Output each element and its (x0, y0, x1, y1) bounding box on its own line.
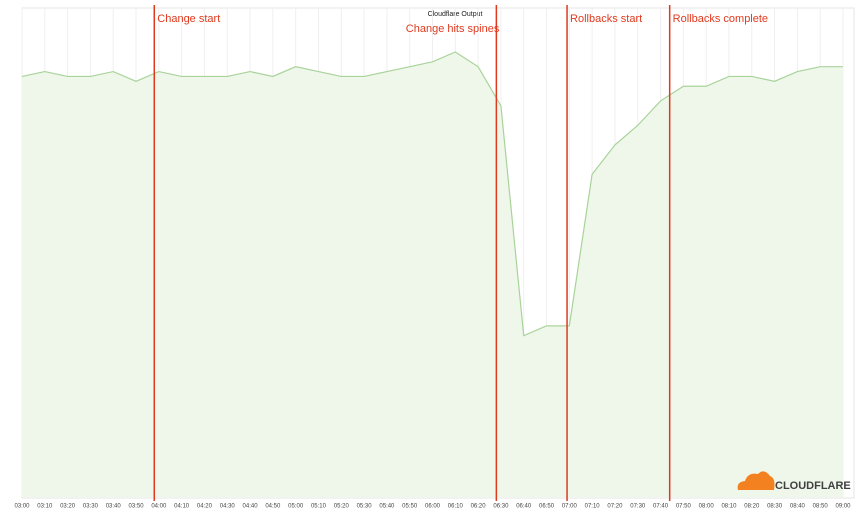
annotation-label: Change start (157, 13, 220, 25)
x-tick-label: 08:50 (813, 504, 829, 510)
x-tick-label: 07:30 (630, 504, 646, 510)
x-tick-label: 04:50 (265, 504, 281, 510)
x-tick-label: 05:30 (357, 504, 373, 510)
logo: CLOUDFLARE (737, 471, 851, 492)
x-tick-label: 06:50 (539, 504, 555, 510)
x-tick-label: 09:00 (835, 504, 851, 510)
x-tick-label: 08:20 (744, 504, 760, 510)
x-tick-label: 06:10 (448, 504, 464, 510)
x-tick-label: 06:40 (516, 504, 532, 510)
x-tick-label: 04:10 (174, 504, 190, 510)
logo-cloud (737, 471, 775, 490)
x-tick-label: 04:00 (151, 504, 167, 510)
x-tick-label: 05:50 (402, 504, 418, 510)
x-tick-label: 03:50 (129, 504, 145, 510)
x-tick-label: 07:40 (653, 504, 669, 510)
x-tick-label: 04:30 (220, 504, 236, 510)
x-tick-label: 05:20 (334, 504, 350, 510)
x-tick-label: 05:10 (311, 504, 327, 510)
x-tick-label: 06:00 (425, 504, 441, 510)
x-tick-label: 03:10 (37, 504, 53, 510)
x-tick-label: 08:30 (767, 504, 783, 510)
x-tick-label: 07:50 (676, 504, 692, 510)
x-tick-label: 03:30 (83, 504, 99, 510)
x-tick-label: 07:00 (562, 504, 578, 510)
x-tick-label: 08:40 (790, 504, 806, 510)
x-tick-label: 07:20 (607, 504, 623, 510)
annotation-label: Rollbacks complete (673, 13, 768, 25)
area (22, 52, 843, 497)
line (21, 51, 843, 337)
x-tick-label: 08:10 (721, 504, 737, 510)
x-tick-label: 05:00 (288, 504, 304, 510)
annotation-label: Change hits spines (406, 23, 500, 35)
x-tick-label: 03:00 (14, 504, 30, 510)
x-tick-label: 08:00 (699, 504, 715, 510)
x-tick-label: 05:40 (379, 504, 395, 510)
x-tick-label: 06:30 (493, 504, 509, 510)
x-tick-label: 03:20 (60, 504, 76, 510)
x-tick-label: 04:40 (243, 504, 259, 510)
logo-text: CLOUDFLARE (775, 480, 851, 492)
x-tick-label: 04:20 (197, 504, 213, 510)
x-tick-label: 06:20 (471, 504, 487, 510)
annotation-label: Rollbacks start (570, 13, 642, 25)
x-tick-label: 03:40 (106, 504, 122, 510)
x-tick-label: 07:10 (585, 504, 601, 510)
